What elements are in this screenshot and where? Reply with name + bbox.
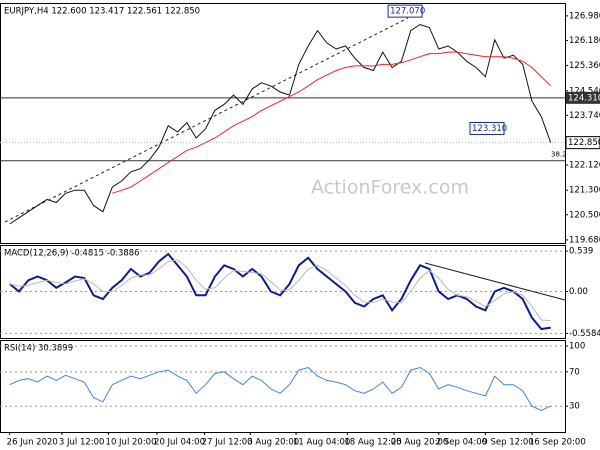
annotation-label: 123.310 [472,124,507,134]
series-line [9,252,551,331]
y-tick-label: 0.00 [569,287,588,297]
x-tick-label: 20 Jul 04:00 [154,438,205,448]
panel-frame [0,3,566,244]
y-tick-label: 124.540 [569,86,600,96]
annotation-box [469,122,505,136]
y-tick-label: 120.500 [569,210,600,220]
price-box [565,136,600,150]
price-label: 122.850 [568,138,600,148]
panel-title: RSI(14) 30.3899 [4,344,73,354]
x-tick-label: 11 Aug 04:00 [293,438,350,448]
y-tick-label: -0.5584 [569,329,600,339]
x-tick-label: 10 Jul 20:00 [106,438,157,448]
y-tick-label: 126.180 [569,36,600,46]
x-tick-label: 3 Aug 20:00 [247,438,299,448]
series-line [9,259,551,322]
y-tick-label: 30 [569,402,580,412]
panel-frame [0,340,566,433]
y-tick-label: 121.300 [569,186,600,196]
level-box [566,91,600,104]
x-tick-label: 25 Aug 20:00 [391,438,448,448]
y-tick-label: 119.680 [569,235,600,245]
x-tick-label: 18 Aug 12:00 [344,438,401,448]
y-tick-label: 0.539 [569,247,593,257]
watermark: ActionForex.com [311,177,469,199]
series-line [9,23,552,225]
series-line [9,366,551,412]
y-tick-label: 70 [569,367,580,377]
level-label: 38.2 [551,151,567,159]
series-line [112,51,552,194]
x-tick-label: 16 Sep 20:00 [529,438,586,448]
y-tick-label: 100 [569,342,585,352]
y-tick-label: 126.980 [569,11,600,21]
panel-title: EURJPY,H4 122.600 123.417 122.561 122.85… [4,7,200,17]
x-tick-label: 26 Jun 2020 [7,438,58,448]
panel-title: MACD(12,26,9) -0.4815 -0.3886 [4,249,140,259]
annotation-label: 127.070 [390,7,425,17]
x-tick-label: 2 Sep 04:00 [436,438,487,448]
level-label: 124.310 [568,93,600,103]
trend-line [424,262,566,301]
x-tick-label: 27 Jul 12:00 [202,438,253,448]
annotation-box [387,4,423,18]
x-tick-label: 9 Sep 12:00 [482,438,533,448]
y-tick-label: 123.740 [569,111,600,121]
y-tick-label: 122.120 [569,161,600,171]
y-tick-label: 125.360 [569,61,600,71]
x-tick-label: 3 Jul 12:00 [59,438,105,448]
